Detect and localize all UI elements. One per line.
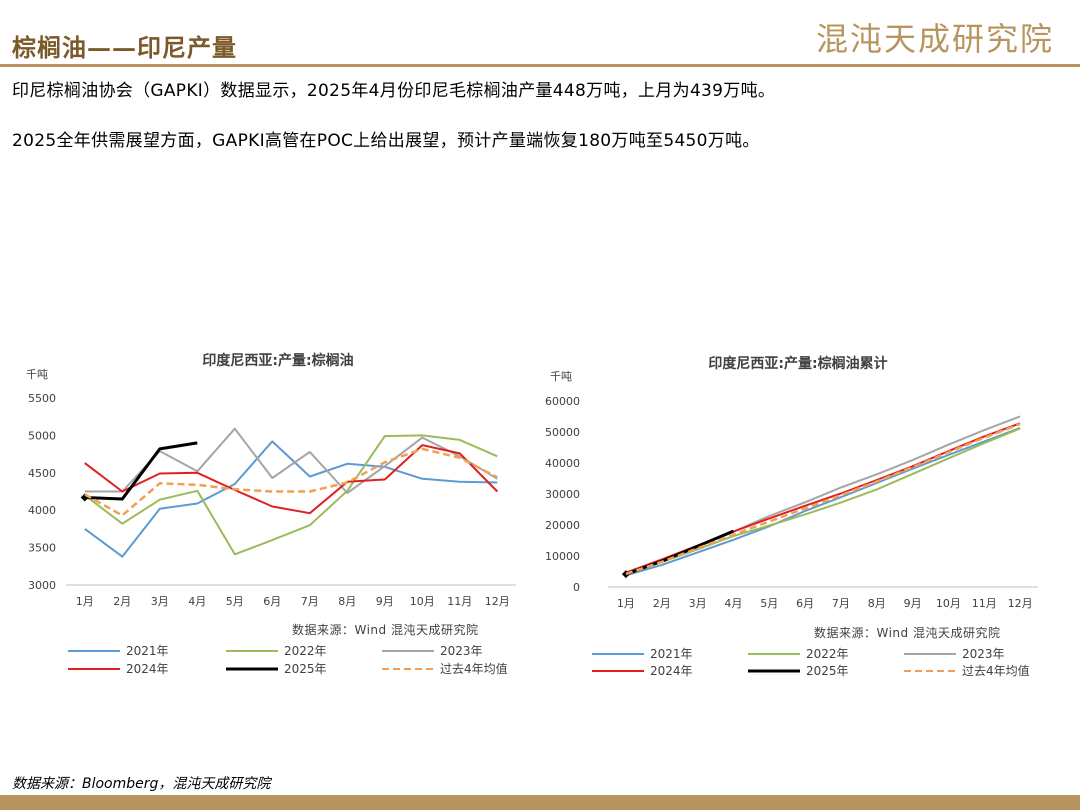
x-tick-label: 3月 xyxy=(689,597,707,610)
x-tick-label: 8月 xyxy=(338,595,356,608)
x-tick-label: 4月 xyxy=(188,595,206,608)
legend-label: 2022年 xyxy=(284,644,327,658)
x-tick-label: 9月 xyxy=(904,597,922,610)
y-tick-label: 5000 xyxy=(28,429,56,442)
x-tick-label: 4月 xyxy=(724,597,742,610)
y-tick-label: 50000 xyxy=(545,426,580,439)
x-tick-label: 3月 xyxy=(151,595,169,608)
y-tick-label: 4500 xyxy=(28,467,56,480)
x-tick-label: 8月 xyxy=(868,597,886,610)
chart-cumulative-production: 印度尼西亚:产量:棕榈油累计千吨 0 10000 20000 30000 40000 500… xyxy=(540,340,1080,685)
y-tick-label: 0 xyxy=(573,581,580,594)
legend-label: 2022年 xyxy=(806,647,849,661)
y-tick-label: 10000 xyxy=(545,550,580,563)
legend-label: 2023年 xyxy=(962,647,1005,661)
series-line-3 xyxy=(84,444,499,515)
x-tick-label: 10月 xyxy=(410,595,435,608)
legend-label: 2024年 xyxy=(126,662,169,676)
x-tick-label: 11月 xyxy=(972,597,997,610)
x-tick-label: 9月 xyxy=(376,595,394,608)
header-divider xyxy=(0,64,1080,67)
x-tick-label: 10月 xyxy=(936,597,961,610)
x-tick-label: 1月 xyxy=(76,595,94,608)
logo: 混沌天成研究院 xyxy=(815,20,1054,58)
series-line-4 xyxy=(84,441,198,501)
x-tick-label: 11月 xyxy=(447,595,472,608)
chart-monthly-production: 印度尼西亚:产量:棕榈油千吨 3000 3500 4000 4500 5000 5500 1月… xyxy=(0,340,540,685)
chart-title: 印度尼西亚:产量:棕榈油 xyxy=(202,352,353,369)
x-tick-label: 6月 xyxy=(263,595,281,608)
series-line-0 xyxy=(625,426,1021,577)
footer-bar xyxy=(0,795,1080,810)
y-tick-label: 40000 xyxy=(545,457,580,470)
page-title: 棕榈油——印尼产量 xyxy=(12,33,237,62)
legend-label: 过去4年均值 xyxy=(962,663,1030,678)
x-tick-label: 2月 xyxy=(113,595,131,608)
chart-source: 数据来源：Wind 混沌天成研究院 xyxy=(814,625,1000,640)
y-tick-label: 20000 xyxy=(545,519,580,532)
series-line-2 xyxy=(84,427,498,494)
y-tick-label: 30000 xyxy=(545,488,580,501)
legend-label: 2024年 xyxy=(650,664,693,678)
x-tick-label: 12月 xyxy=(1008,597,1033,610)
x-tick-label: 7月 xyxy=(301,595,319,608)
y-tick-label: 4000 xyxy=(28,504,56,517)
y-tick-label: 60000 xyxy=(545,395,580,408)
y-axis-unit: 千吨 xyxy=(26,368,48,381)
y-tick-label: 3500 xyxy=(28,542,56,555)
x-tick-label: 2月 xyxy=(653,597,671,610)
legend-label: 2023年 xyxy=(440,644,483,658)
legend-label: 2025年 xyxy=(806,664,849,678)
paragraph-production: 印尼棕榈油协会（GAPKI）数据显示，2025年4月份印尼毛棕榈油产量448万吨… xyxy=(12,81,776,101)
legend-label: 过去4年均值 xyxy=(440,661,508,676)
x-tick-label: 1月 xyxy=(617,597,635,610)
series-line-5 xyxy=(625,422,1021,576)
series-line-5 xyxy=(84,447,498,517)
x-tick-label: 5月 xyxy=(226,595,244,608)
legend-label: 2025年 xyxy=(284,662,327,676)
series-line-0 xyxy=(84,440,498,558)
header: 棕榈油——印尼产量 混沌天成研究院 xyxy=(0,0,1080,67)
series-marker xyxy=(621,570,630,579)
chart-source: 数据来源：Wind 混沌天成研究院 xyxy=(292,622,478,637)
y-tick-label: 3000 xyxy=(28,579,56,592)
footer-source: 数据来源：Bloomberg，混沌天成研究院 xyxy=(12,776,271,792)
legend-label: 2021年 xyxy=(126,644,169,658)
x-tick-label: 5月 xyxy=(760,597,778,610)
y-tick-label: 5500 xyxy=(28,392,56,405)
x-tick-label: 12月 xyxy=(485,595,510,608)
paragraph-outlook: 2025全年供需展望方面，GAPKI高管在POC上给出展望，预计产量端恢复180… xyxy=(12,131,760,151)
chart-title: 印度尼西亚:产量:棕榈油累计 xyxy=(708,355,887,372)
x-tick-label: 6月 xyxy=(796,597,814,610)
y-axis-unit: 千吨 xyxy=(550,370,572,383)
x-tick-label: 7月 xyxy=(832,597,850,610)
legend-label: 2021年 xyxy=(650,647,693,661)
series-line-1 xyxy=(84,434,498,556)
